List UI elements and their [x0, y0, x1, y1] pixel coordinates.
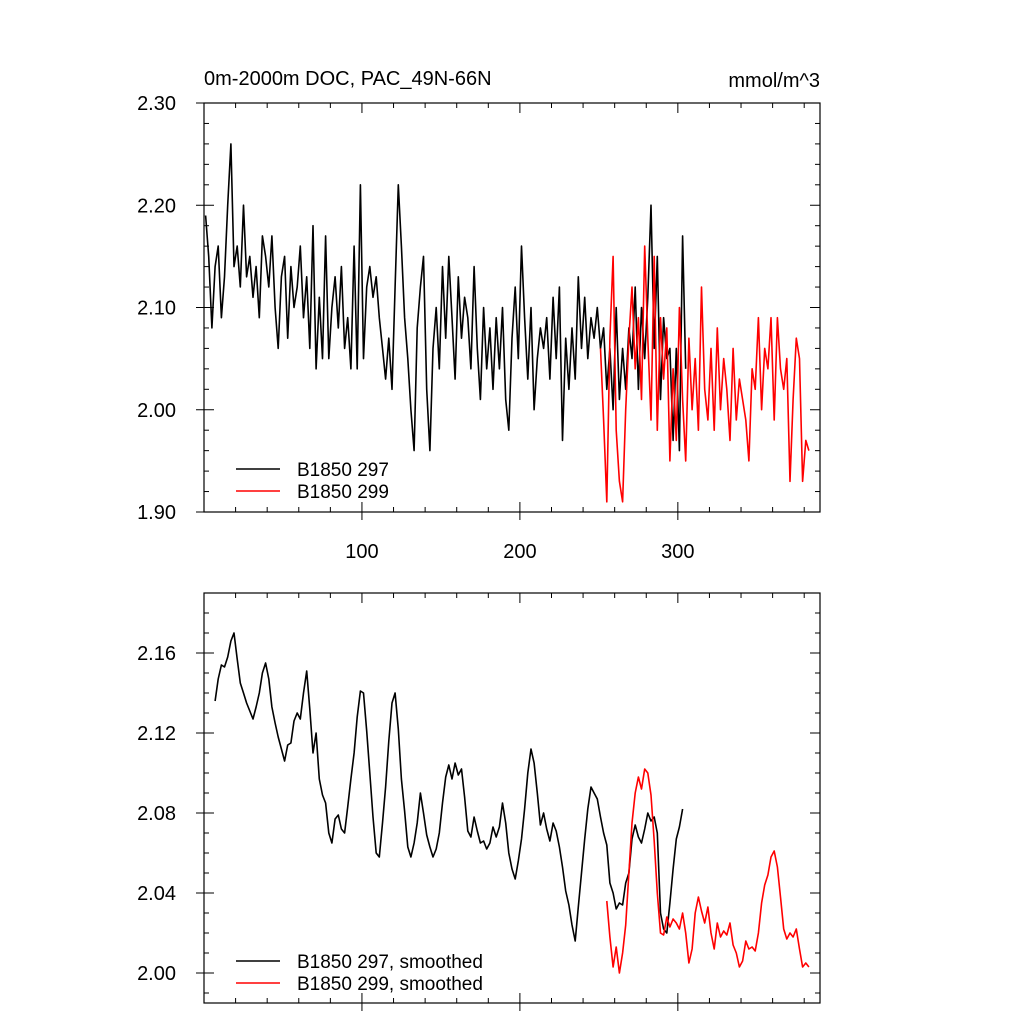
y-tick-label: 1.90: [137, 502, 176, 524]
plot-frame-bottom: [203, 592, 821, 1004]
y-tick-label: 2.30: [137, 93, 176, 115]
series-lines-top: [204, 143, 810, 503]
series-line-b1850-299: [599, 245, 810, 503]
legend-label-b1850-297: B1850 297: [297, 460, 389, 481]
x-tick-label: 200: [503, 541, 536, 563]
x-tick-label: 300: [661, 541, 694, 563]
legend-label-b1850-299: B1850 299: [297, 482, 389, 503]
y-tick-label: 2.12: [137, 723, 176, 745]
y-tick-label: 2.00: [137, 400, 176, 422]
x-tick-label: 100: [345, 541, 378, 563]
plot-frame-top: [203, 102, 821, 513]
y-tick-label: 2.08: [137, 803, 176, 825]
series-line-b1850-297-smoothed: [214, 632, 684, 942]
y-tick-label: 2.10: [137, 298, 176, 320]
chart-bottom-panel: 2.00 2.04 2.08 2.12 2.16 B1850 297, smoothed…: [137, 592, 821, 1011]
x-axis-ticks-top: 100 200 300: [235, 103, 805, 563]
legend-top: B1850 297 B1850 299: [236, 460, 389, 503]
chart-top-panel: 0m-2000m DOC, PAC_49N-66N mmol/m^3 1.90 2…: [137, 68, 821, 563]
series-line-b1850-299-smoothed: [606, 768, 810, 974]
series-lines-bottom: [214, 632, 810, 974]
y-tick-label: 2.00: [137, 963, 176, 985]
units-label: mmol/m^3: [728, 70, 820, 92]
series-line-b1850-297: [204, 143, 687, 452]
y-tick-label: 2.20: [137, 195, 176, 217]
x-axis-ticks-bottom: [235, 593, 805, 1011]
y-axis-ticks-top: 1.90 2.00 2.10 2.20 2.30: [137, 93, 820, 524]
chart-title: 0m-2000m DOC, PAC_49N-66N: [204, 68, 492, 90]
y-tick-label: 2.16: [137, 643, 176, 665]
y-tick-label: 2.04: [137, 883, 176, 905]
legend-label-b1850-299-smoothed: B1850 299, smoothed: [297, 974, 483, 995]
legend-bottom: B1850 297, smoothed B1850 299, smoothed: [236, 952, 483, 995]
legend-label-b1850-297-smoothed: B1850 297, smoothed: [297, 952, 483, 973]
y-axis-ticks-bottom: 2.00 2.04 2.08 2.12 2.16: [137, 592, 820, 994]
